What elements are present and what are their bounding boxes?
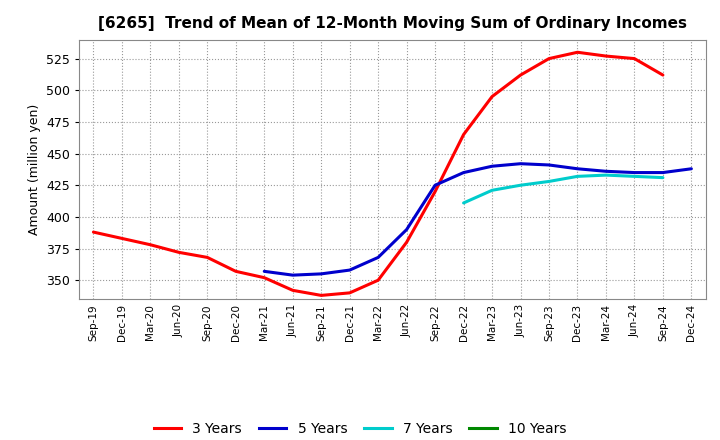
7 Years (573, 174, 582, 179)
3 Years (174, 250, 183, 255)
5 Years (659, 170, 667, 175)
7 Years (630, 174, 639, 179)
3 Years (232, 269, 240, 274)
3 Years (602, 53, 611, 59)
3 Years (573, 50, 582, 55)
5 Years (431, 183, 439, 188)
5 Years (573, 166, 582, 172)
5 Years (374, 255, 382, 260)
5 Years (402, 227, 411, 232)
5 Years (516, 161, 525, 166)
3 Years (146, 242, 155, 247)
3 Years (402, 239, 411, 245)
3 Years (374, 278, 382, 283)
5 Years (487, 164, 496, 169)
3 Years (459, 132, 468, 137)
7 Years (487, 187, 496, 193)
5 Years (317, 271, 325, 276)
5 Years (545, 162, 554, 168)
7 Years (516, 183, 525, 188)
Line: 7 Years: 7 Years (464, 175, 663, 203)
3 Years (203, 255, 212, 260)
Line: 5 Years: 5 Years (264, 164, 691, 275)
3 Years (630, 56, 639, 61)
5 Years (289, 272, 297, 278)
Legend: 3 Years, 5 Years, 7 Years, 10 Years: 3 Years, 5 Years, 7 Years, 10 Years (148, 417, 572, 440)
3 Years (89, 229, 98, 235)
3 Years (431, 189, 439, 194)
3 Years (346, 290, 354, 296)
5 Years (260, 269, 269, 274)
3 Years (289, 288, 297, 293)
Y-axis label: Amount (million yen): Amount (million yen) (27, 104, 40, 235)
3 Years (659, 73, 667, 78)
5 Years (459, 170, 468, 175)
7 Years (459, 200, 468, 205)
3 Years (516, 73, 525, 78)
7 Years (602, 172, 611, 178)
5 Years (687, 166, 696, 172)
3 Years (317, 293, 325, 298)
5 Years (630, 170, 639, 175)
7 Years (659, 175, 667, 180)
3 Years (117, 236, 126, 241)
Title: [6265]  Trend of Mean of 12-Month Moving Sum of Ordinary Incomes: [6265] Trend of Mean of 12-Month Moving … (98, 16, 687, 32)
3 Years (545, 56, 554, 61)
7 Years (545, 179, 554, 184)
5 Years (346, 268, 354, 273)
3 Years (260, 275, 269, 280)
5 Years (602, 169, 611, 174)
3 Years (487, 94, 496, 99)
Line: 3 Years: 3 Years (94, 52, 663, 295)
